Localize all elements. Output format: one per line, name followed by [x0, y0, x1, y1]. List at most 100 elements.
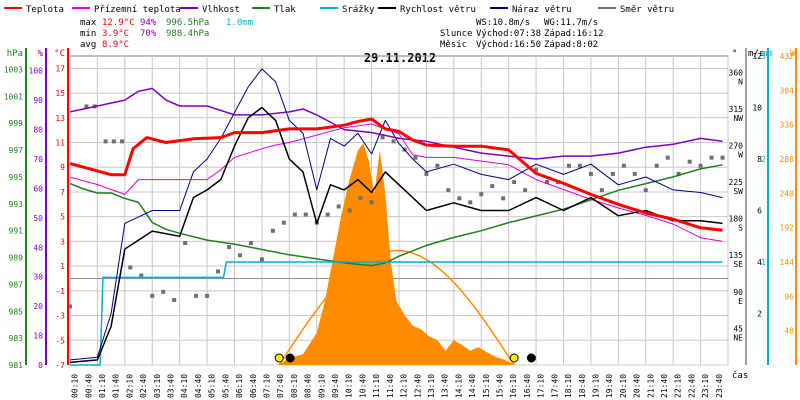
- x-tick-label: 15:40: [496, 374, 505, 398]
- wind-direction-point: [237, 253, 242, 258]
- axis-unit: hPa: [7, 49, 23, 59]
- x-tick-label: 06:40: [249, 374, 258, 398]
- axis-tick-label: 135: [729, 251, 744, 260]
- wind-direction-point: [512, 180, 517, 185]
- axis-tick-label: 70: [33, 155, 43, 164]
- x-tick-label: 03:40: [167, 374, 176, 398]
- stat-min-label: min: [80, 29, 96, 39]
- x-tick-label: 09:40: [331, 374, 340, 398]
- axis-tick-label: 50: [33, 214, 43, 223]
- x-tick-label: 02:40: [139, 374, 148, 398]
- axis-tick-label: 17: [55, 64, 65, 73]
- wind-direction-point: [347, 208, 352, 213]
- wind-direction-point: [643, 188, 648, 193]
- axis-tick-label: -5: [55, 336, 65, 345]
- axis-tick-label: 288: [780, 155, 795, 164]
- axis-tick-label: 13: [55, 114, 65, 123]
- x-tick-label: 11:10: [372, 374, 381, 398]
- wind-direction-point: [676, 171, 681, 176]
- wind-direction-point: [457, 196, 462, 201]
- x-tick-label: 05:40: [221, 374, 230, 398]
- axis-unit: °C: [54, 49, 65, 59]
- x-tick-label: 14:40: [468, 374, 477, 398]
- pressure-axis: hPa 1003 1001 999 997 995 993 991 989 987 985 983 98…: [4, 48, 27, 370]
- x-tick-label: 08:10: [290, 374, 299, 398]
- axis-tick-label: 90: [733, 288, 743, 297]
- pressure-line: [69, 164, 723, 267]
- stat-avg-temp: 8.9°C: [102, 40, 129, 50]
- sunset-marker: [509, 353, 519, 363]
- wind-direction-point: [709, 155, 714, 160]
- legend-item-5: Rychlost větru: [378, 5, 476, 15]
- legend-label: Srážky: [342, 5, 375, 15]
- wind-gust-line: [69, 68, 723, 361]
- compass-label: W: [738, 150, 743, 159]
- axis-tick-label: 6: [757, 207, 762, 216]
- axis-unit: m/s: [748, 49, 764, 59]
- x-tick-label: 21:10: [646, 374, 655, 398]
- wind-direction-point: [139, 273, 144, 278]
- x-tick-label: 04:40: [194, 374, 203, 398]
- x-tick-label: 20:40: [633, 374, 642, 398]
- axis-tick-label: 0: [38, 361, 43, 370]
- compass-label: NW: [733, 114, 743, 123]
- temperature-line: [69, 117, 723, 232]
- axis-tick-label: 40: [33, 243, 43, 252]
- sun-info-label: Slunce: [440, 29, 473, 39]
- axis-tick-label: 30: [33, 273, 43, 282]
- wind-direction-point: [479, 192, 484, 197]
- x-tick-label: 12:40: [413, 374, 422, 398]
- x-tick-label: 00:10: [71, 374, 80, 398]
- axis-tick-label: 9: [60, 163, 65, 172]
- wind-direction-point: [84, 104, 89, 109]
- legend-label: Náraz větru: [512, 5, 572, 15]
- legend-label: Směr větru: [620, 5, 674, 15]
- wind-direction-point: [172, 297, 177, 302]
- sunset-info: Západ:16:12: [544, 29, 604, 39]
- x-tick-label: 07:40: [276, 374, 285, 398]
- wind-direction-point: [150, 293, 155, 298]
- x-tick-label: 16:10: [509, 374, 518, 398]
- wind-direction-point: [292, 212, 297, 217]
- legend-item-0: Teplota: [4, 5, 64, 15]
- wind-direction-point: [424, 171, 429, 176]
- stat-min-temp: 3.9°C: [102, 29, 129, 39]
- wind-gust-info: WG:11.7m/s: [544, 18, 598, 28]
- axis-tick-label: 999: [9, 119, 24, 128]
- x-tick-label: 17:10: [537, 374, 546, 398]
- x-tick-label: 17:40: [550, 374, 559, 398]
- stat-max-label: max: [80, 18, 97, 28]
- wind-direction-point: [501, 196, 506, 201]
- axis-tick-label: 10: [752, 104, 762, 113]
- compass-label: NE: [733, 333, 743, 342]
- wind-direction-point: [523, 188, 528, 193]
- axis-tick-label: 180: [729, 215, 744, 224]
- x-tick-label: 05:10: [208, 374, 217, 398]
- x-tick-label: 20:10: [619, 374, 628, 398]
- x-tick-label: 13:10: [427, 374, 436, 398]
- x-axis-label: čas: [732, 370, 748, 381]
- axis-tick-label: 3: [761, 52, 766, 61]
- x-tick-label: 22:40: [687, 374, 696, 398]
- wind-direction-point: [161, 289, 166, 294]
- x-tick-label: 13:40: [441, 374, 450, 398]
- axis-tick-label: 60: [33, 184, 43, 193]
- stat-max-press: 996.5hPa: [166, 18, 209, 28]
- axis-tick-label: 993: [9, 200, 24, 209]
- wind-direction-point: [227, 245, 232, 250]
- axis-tick-label: 315: [729, 105, 744, 114]
- axis-tick-label: 983: [9, 334, 24, 343]
- x-tick-label: 18:10: [564, 374, 573, 398]
- axis-tick-label: 15: [55, 89, 65, 98]
- axis-tick-label: 981: [9, 361, 24, 370]
- wind-direction-point: [665, 155, 670, 160]
- legend-item-4: Srážky: [320, 5, 375, 15]
- axis-tick-label: -1: [55, 287, 65, 296]
- wind-direction-point: [325, 212, 330, 217]
- x-tick-label: 09:10: [317, 374, 326, 398]
- wind-direction-point: [68, 304, 72, 309]
- wind-direction-point: [216, 269, 221, 274]
- compass-label: N: [738, 77, 743, 86]
